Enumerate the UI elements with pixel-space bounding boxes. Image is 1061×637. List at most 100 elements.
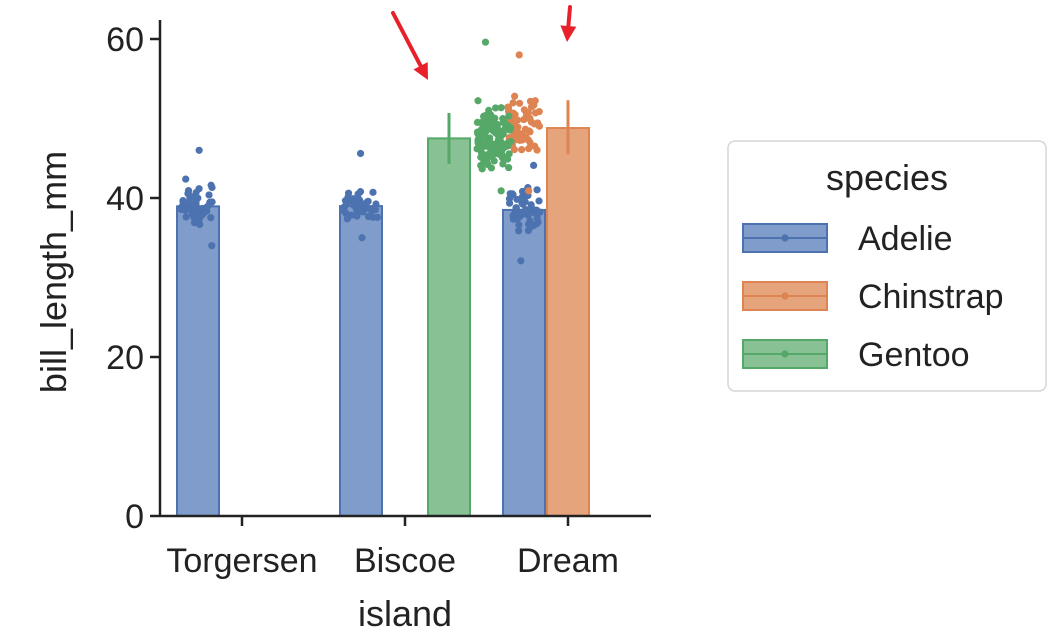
data-point (511, 111, 519, 119)
x-tick-label-dream: Dream (517, 542, 619, 580)
y-tick-label: 0 (125, 498, 144, 536)
data-point (535, 197, 543, 205)
data-point (530, 101, 538, 109)
strip-gentoo-biscoe (473, 38, 515, 195)
data-point (521, 125, 530, 133)
data-point (194, 194, 202, 202)
legend-item-adelie: Adelie (742, 220, 953, 258)
annotations-layer (391, 5, 577, 80)
data-point (493, 130, 502, 139)
data-point (356, 149, 365, 158)
data-point (491, 104, 500, 112)
data-point (208, 183, 216, 192)
data-point (490, 157, 498, 165)
data-point (481, 38, 490, 46)
legend-items: Adelie Chinstrap Gentoo (742, 220, 1004, 374)
legend-title: species (826, 157, 948, 198)
data-point (509, 99, 517, 107)
data-point (522, 114, 530, 122)
data-point (514, 116, 522, 124)
bar-chinstrap-dream (546, 127, 590, 517)
data-point (533, 219, 541, 228)
data-point (526, 217, 534, 225)
data-point (518, 146, 526, 154)
bar-adelie-dream (502, 208, 546, 518)
data-point (358, 234, 366, 242)
data-point (515, 51, 523, 59)
x-tick-label-biscoe: Biscoe (354, 542, 456, 580)
data-point (340, 207, 348, 215)
data-point (515, 210, 523, 218)
data-point (195, 185, 203, 193)
data-point (203, 207, 211, 215)
data-point (208, 242, 216, 250)
data-point (499, 160, 507, 168)
data-point (207, 214, 215, 222)
data-point (487, 111, 495, 119)
data-point (516, 99, 524, 107)
data-point (475, 135, 484, 143)
data-point (182, 175, 190, 183)
legend-label: Chinstrap (858, 278, 1004, 316)
data-point (515, 221, 523, 229)
data-point (535, 108, 543, 116)
data-point (505, 112, 513, 120)
data-point (345, 197, 353, 205)
data-point (505, 164, 513, 172)
data-point (533, 214, 541, 222)
bar-gentoo-biscoe (427, 137, 471, 517)
data-point (364, 197, 372, 205)
data-point (353, 207, 361, 215)
data-point (530, 161, 538, 170)
data-point (344, 189, 353, 197)
errorbars-layer (196, 100, 570, 216)
data-point (497, 187, 505, 195)
data-point (205, 191, 213, 199)
data-point (478, 151, 487, 159)
data-point (195, 146, 203, 154)
strip-adelie-torgersen (177, 146, 216, 250)
y-tick-label: 40 (106, 180, 144, 218)
data-point (495, 150, 503, 158)
data-point (504, 103, 512, 111)
data-point (511, 92, 519, 100)
data-point (491, 143, 499, 151)
legend-label: Gentoo (858, 336, 970, 374)
data-point (514, 129, 522, 137)
data-point (190, 219, 199, 227)
x-tick-label-torgersen: Torgersen (166, 542, 317, 580)
legend-frame (727, 140, 1047, 392)
data-point (515, 227, 523, 235)
legend-item-gentoo: Gentoo (742, 336, 970, 374)
data-point (373, 213, 382, 221)
data-point (530, 120, 539, 128)
data-point (184, 205, 192, 213)
data-point (365, 205, 374, 213)
bar-adelie-biscoe (339, 205, 383, 517)
data-point (474, 97, 482, 105)
legend-label: Adelie (858, 220, 953, 258)
data-point (533, 186, 541, 194)
data-point (517, 257, 525, 265)
y-tick-label: 60 (106, 21, 144, 59)
data-point (497, 104, 505, 112)
data-point (503, 121, 512, 129)
data-point (525, 187, 533, 195)
data-point (482, 127, 491, 135)
legend: species Adelie Chinstrap Gentoo (727, 140, 1047, 392)
data-point (208, 198, 216, 206)
data-point (494, 120, 502, 129)
data-point (486, 139, 494, 147)
data-point (495, 137, 503, 146)
points-layer (177, 38, 544, 265)
y-tick-label: 20 (106, 339, 144, 377)
data-point (525, 145, 533, 153)
data-point (501, 143, 509, 151)
data-point (512, 204, 520, 212)
axes-layer: 0 20 40 60 Torgersen Biscoe Dream (106, 20, 651, 580)
y-axis-title: bill_length_mm (33, 151, 74, 393)
bar-adelie-torgersen (176, 205, 220, 517)
strip-adelie-biscoe (340, 149, 382, 242)
data-point (473, 118, 482, 127)
